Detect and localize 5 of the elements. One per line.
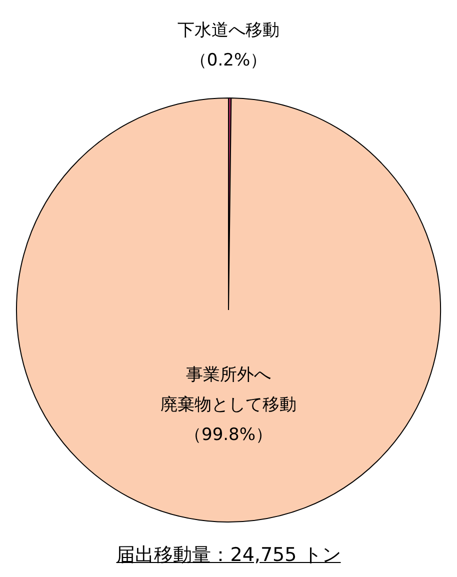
slice-label: 下水道へ移動	[178, 20, 280, 40]
text: 届出移動量：24,755 トン	[115, 543, 342, 568]
data-label: （0.2%）	[190, 50, 268, 70]
slice-label: 事業所外へ廃棄物として移動	[160, 364, 296, 415]
data-label: （99.8%）	[184, 424, 273, 445]
